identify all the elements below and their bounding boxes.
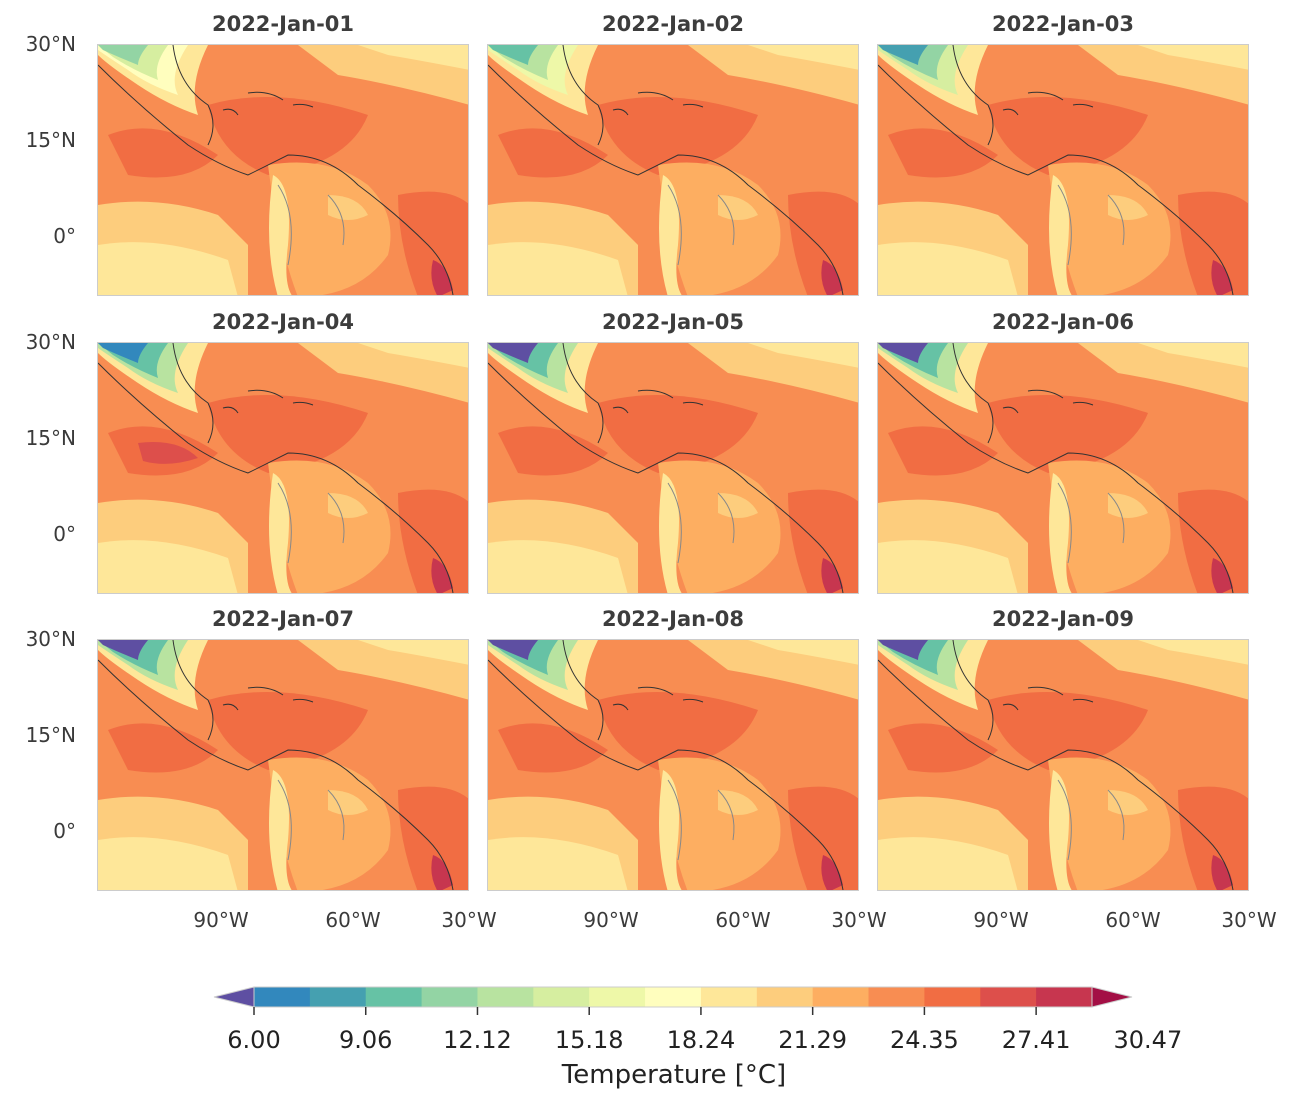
colorbar-segment — [756, 987, 814, 1007]
colorbar-segment — [1036, 987, 1093, 1007]
colorbar-segment — [254, 987, 311, 1007]
lon-tick-label: 90°W — [583, 908, 639, 932]
colorbar-segment — [868, 987, 925, 1007]
colorbar-segment — [309, 987, 367, 1007]
lon-tick-label: 30°W — [1221, 908, 1277, 932]
map-panel — [97, 342, 469, 594]
lon-tick-label: 60°W — [1105, 908, 1161, 932]
lon-tick-label: 90°W — [193, 908, 249, 932]
colorbar-extend-max — [1091, 986, 1133, 1008]
colorbar-bar — [213, 986, 1133, 1015]
colorbar-tick-label: 21.29 — [778, 1026, 848, 1054]
lat-tick-label: 0° — [53, 522, 76, 546]
lon-tick-label: 90°W — [973, 908, 1029, 932]
panel-title: 2022-Jan-02 — [601, 12, 745, 36]
lat-tick-label: 30°N — [25, 32, 76, 56]
colorbar-tick-label: 24.35 — [890, 1026, 959, 1054]
lon-tick-label: 30°W — [441, 908, 497, 932]
map-panel — [487, 342, 859, 594]
panel-title: 2022-Jan-09 — [991, 607, 1135, 631]
map-panel — [877, 342, 1249, 594]
colorbar-segment — [365, 987, 423, 1007]
lat-tick-label: 15°N — [25, 426, 76, 450]
panel-title: 2022-Jan-06 — [991, 310, 1135, 334]
panel-title: 2022-Jan-07 — [211, 607, 355, 631]
map-panel — [487, 639, 859, 891]
map-panel — [97, 44, 469, 296]
lat-tick-label: 30°N — [25, 627, 76, 651]
map-panel — [487, 44, 859, 296]
colorbar-tick-label: 30.47 — [1113, 1026, 1183, 1054]
colorbar-segment — [980, 987, 1037, 1007]
colorbar-tick-label: 18.24 — [666, 1026, 736, 1054]
panel-title: 2022-Jan-03 — [991, 12, 1135, 36]
panel-title: 2022-Jan-08 — [601, 607, 745, 631]
colorbar-tick-label: 12.12 — [443, 1026, 512, 1054]
panel-title: 2022-Jan-04 — [211, 310, 355, 334]
colorbar-segment — [700, 987, 758, 1007]
colorbar-segment — [924, 987, 981, 1007]
colorbar-label: Temperature [°C] — [561, 1060, 787, 1090]
colorbar-extend-min — [213, 986, 255, 1008]
lat-tick-label: 0° — [53, 819, 76, 843]
panel-title: 2022-Jan-01 — [211, 12, 355, 36]
colorbar-segment — [812, 987, 870, 1007]
lon-tick-label: 30°W — [831, 908, 887, 932]
lat-tick-label: 15°N — [25, 128, 76, 152]
lat-tick-label: 15°N — [25, 723, 76, 747]
colorbar-segment — [421, 987, 478, 1007]
lon-tick-label: 60°W — [715, 908, 771, 932]
map-panel — [877, 44, 1249, 296]
map-panel — [877, 639, 1249, 891]
lon-tick-label: 60°W — [325, 908, 381, 932]
lat-tick-label: 0° — [53, 224, 76, 248]
map-panel — [97, 639, 469, 891]
colorbar-tick-label: 9.06 — [339, 1026, 393, 1054]
colorbar-tick-label: 15.18 — [554, 1026, 624, 1054]
colorbar-segment — [533, 987, 590, 1007]
panel-title: 2022-Jan-05 — [601, 310, 745, 334]
colorbar-segment — [589, 987, 646, 1007]
colorbar-tick-label: 6.00 — [227, 1026, 281, 1054]
colorbar-segment — [477, 987, 534, 1007]
lat-tick-label: 30°N — [25, 330, 76, 354]
colorbar-tick-label: 27.41 — [1001, 1026, 1071, 1054]
colorbar-segment — [645, 987, 702, 1007]
